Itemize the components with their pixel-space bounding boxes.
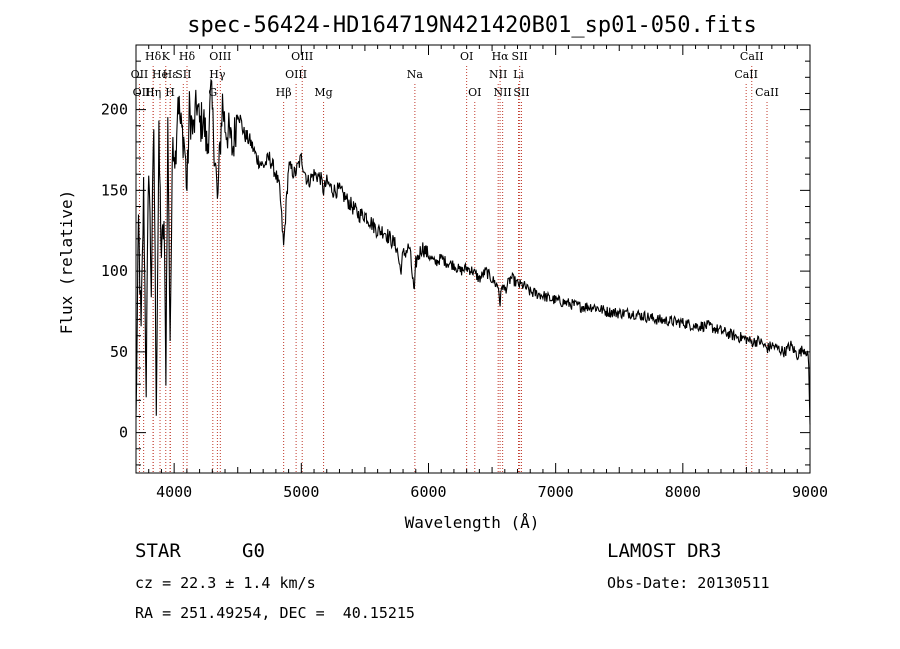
spectral-line-label: OIII (291, 50, 313, 63)
x-axis-label: Wavelength (Å) (405, 513, 540, 532)
spectral-line-label: Hγ (209, 68, 226, 81)
spectral-line-label: He (152, 68, 168, 81)
spectrum-chart: spec-56424-HD164719N421420B01_sp01-050.f… (57, 13, 828, 532)
spectral-line-label: CaII (755, 86, 779, 99)
spectral-line-label: H (165, 86, 175, 99)
y-tick-label: 200 (101, 101, 128, 119)
y-tick-label: 100 (101, 262, 128, 280)
spectral-line-label: Hδ (145, 50, 162, 63)
spectral-line-label: K (162, 50, 171, 63)
spectral-line-label: CaII (734, 68, 758, 81)
spectral-line-label: OII (131, 68, 149, 81)
spectral-line-label: OI (460, 50, 473, 63)
spectral-line-label: Hε (163, 68, 179, 81)
y-tick-label: 150 (101, 181, 128, 199)
spectral-line-label: SII (513, 86, 529, 99)
spectral-line-label: Hα (492, 50, 510, 63)
spectral-line-label: NII (489, 68, 507, 81)
spectral-line-label: OIII (133, 86, 155, 99)
y-axis-label: Flux (relative) (57, 190, 76, 335)
x-tick-label: 7000 (538, 483, 574, 501)
spectral-line-label: CaII (740, 50, 764, 63)
redshift-velocity: cz = 22.3 ± 1.4 km/s (135, 574, 316, 592)
spectral-line-label: OIII (285, 68, 307, 81)
spectral-line-label: Hη (145, 86, 161, 99)
spectral-line-label: SII (512, 50, 528, 63)
sky-coordinates: RA = 251.49254, DEC = 40.15215 (135, 604, 415, 622)
x-tick-label: 5000 (283, 483, 319, 501)
spectral-line-label: G (208, 86, 217, 99)
spectral-line-label: Mg (314, 86, 332, 99)
observation-date: Obs-Date: 20130511 (607, 574, 770, 592)
x-tick-label: 6000 (410, 483, 446, 501)
spectral-line-label: NII (493, 86, 511, 99)
x-tick-label: 8000 (665, 483, 701, 501)
x-tick-label: 4000 (156, 483, 192, 501)
y-tick-label: 0 (119, 424, 128, 442)
object-class: STAR (135, 540, 181, 562)
survey-name: LAMOST DR3 (607, 540, 722, 562)
spectral-line-label: SII (175, 68, 191, 81)
spectral-line-label: Hδ (179, 50, 196, 63)
y-tick-label: 50 (110, 343, 128, 361)
spectrum-series-line (135, 78, 811, 425)
x-tick-label: 9000 (792, 483, 828, 501)
spectral-line-label: OIII (209, 50, 231, 63)
object-subclass: G0 (242, 540, 265, 562)
y-axis-ticks: 0 50 100 150 200 (101, 44, 810, 466)
spectral-line-label: Na (407, 68, 424, 81)
chart-title: spec-56424-HD164719N421420B01_sp01-050.f… (187, 13, 757, 38)
x-axis-ticks: 4000 5000 6000 7000 8000 9000 (135, 45, 828, 501)
spectral-line-label: Li (513, 68, 524, 81)
spectral-line-label: OI (468, 86, 481, 99)
spectral-line-label: Hβ (276, 86, 292, 99)
plot-frame (135, 44, 811, 474)
